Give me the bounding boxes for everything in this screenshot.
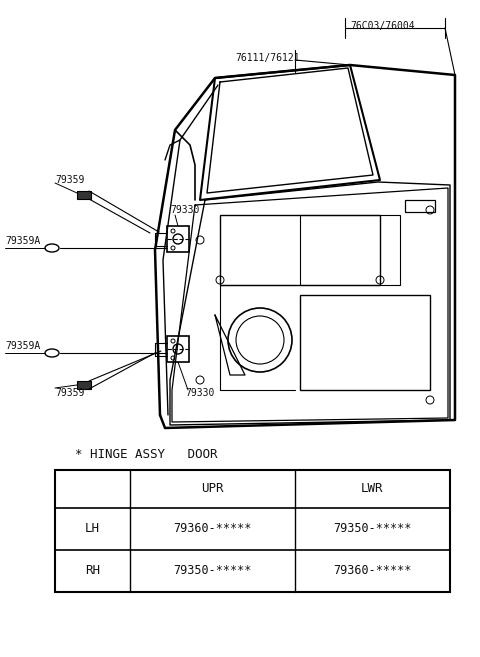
Text: 76C03/76004: 76C03/76004 (350, 21, 415, 31)
Text: 76111/76121: 76111/76121 (235, 53, 300, 63)
Text: 79330: 79330 (170, 205, 199, 215)
Bar (220, 215, 380, 285)
Bar (77, 191, 91, 199)
Text: 79350-*****: 79350-***** (333, 522, 412, 535)
Text: 79350-*****: 79350-***** (173, 564, 252, 578)
Text: 79359A: 79359A (5, 236, 40, 246)
Text: 79359: 79359 (55, 388, 84, 398)
Text: LWR: LWR (361, 482, 384, 495)
Bar (405, 200, 435, 212)
Text: UPR: UPR (201, 482, 224, 495)
Text: LH: LH (85, 522, 100, 535)
Text: 79330: 79330 (185, 388, 215, 398)
Text: * HINGE ASSY   DOOR: * HINGE ASSY DOOR (75, 449, 217, 461)
Text: 79360-*****: 79360-***** (173, 522, 252, 535)
Bar (300, 295, 430, 390)
Text: RH: RH (85, 564, 100, 578)
Text: 79359: 79359 (55, 175, 84, 185)
Bar (300, 215, 400, 285)
Bar (77, 381, 91, 389)
Bar (167, 336, 189, 362)
Text: 79360-*****: 79360-***** (333, 564, 412, 578)
Bar (167, 226, 189, 252)
Bar (55, 470, 450, 592)
Text: 79359A: 79359A (5, 341, 40, 351)
